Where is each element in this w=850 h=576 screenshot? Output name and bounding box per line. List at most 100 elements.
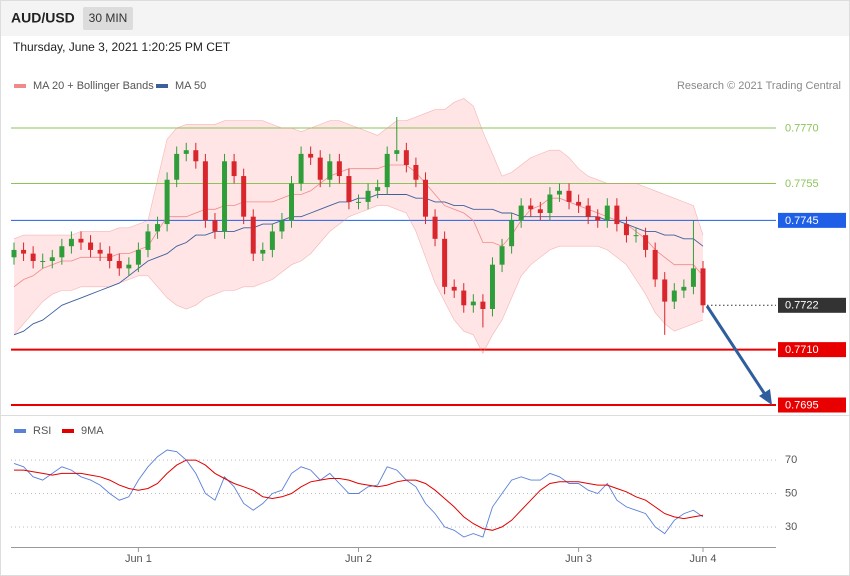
candle-body bbox=[394, 150, 400, 154]
candle-body bbox=[30, 253, 36, 261]
legend-label: MA 20 + Bollinger Bands bbox=[33, 80, 154, 92]
candle-body bbox=[480, 301, 486, 309]
legend-label: MA 50 bbox=[175, 80, 206, 92]
rsi-line bbox=[14, 459, 704, 531]
level-label: 0.7755 bbox=[785, 178, 819, 190]
candle-body bbox=[422, 179, 428, 217]
candle-body bbox=[384, 153, 390, 188]
candle-body bbox=[662, 279, 668, 302]
bollinger-lower bbox=[13, 205, 704, 354]
candle-body bbox=[298, 153, 304, 184]
candle-body bbox=[604, 205, 610, 221]
legend-swatch bbox=[62, 429, 74, 433]
level-label: 0.7710 bbox=[785, 344, 819, 356]
header-bar bbox=[1, 1, 849, 36]
candle-body bbox=[346, 176, 352, 202]
candle-body bbox=[155, 224, 161, 232]
timeframe-box[interactable] bbox=[83, 7, 133, 30]
x-tick-label: Jun 2 bbox=[345, 553, 372, 565]
candle-body bbox=[690, 268, 696, 287]
candle-body bbox=[327, 161, 333, 180]
candle-body bbox=[289, 183, 295, 221]
candle-body bbox=[375, 187, 381, 191]
projection-arrow bbox=[705, 305, 768, 397]
candle-body bbox=[11, 249, 17, 258]
candle-body bbox=[585, 205, 591, 217]
candle-body bbox=[126, 264, 132, 269]
candle-body bbox=[528, 205, 534, 210]
candle-body bbox=[183, 150, 189, 154]
candle-body bbox=[518, 205, 524, 221]
level-label: 0.7722 bbox=[785, 300, 819, 312]
candle-body bbox=[135, 249, 141, 265]
candle-body bbox=[499, 246, 505, 265]
timeframe[interactable]: 30 MIN bbox=[89, 11, 128, 25]
candle-body bbox=[202, 161, 208, 221]
candle-body bbox=[49, 257, 55, 261]
timestamp: Thursday, June 3, 2021 1:20:25 PM CET bbox=[13, 40, 231, 54]
legend-swatch bbox=[14, 84, 26, 88]
level-label: 0.7695 bbox=[785, 399, 819, 411]
candle-body bbox=[356, 201, 361, 203]
candle-body bbox=[260, 249, 266, 254]
y-tick-label: 70 bbox=[785, 454, 797, 466]
candle-body bbox=[279, 220, 285, 232]
x-tick-label: Jun 3 bbox=[565, 553, 592, 565]
candle-body bbox=[576, 201, 582, 206]
candle-body bbox=[671, 290, 677, 302]
candle-body bbox=[231, 161, 237, 177]
legend-swatch bbox=[156, 84, 168, 88]
candle-body bbox=[212, 220, 218, 232]
candle-body bbox=[413, 164, 419, 180]
symbol-title: AUD/USD bbox=[11, 10, 75, 26]
candle-body bbox=[107, 253, 113, 261]
candle-body bbox=[461, 290, 467, 306]
candle-body bbox=[269, 231, 275, 250]
y-tick-label: 30 bbox=[785, 521, 797, 533]
candle-body bbox=[633, 235, 639, 237]
candle-body bbox=[365, 190, 371, 202]
candle-body bbox=[681, 286, 687, 291]
candle-body bbox=[489, 264, 495, 309]
candle-body bbox=[614, 205, 620, 225]
plot-layer: 0.7770 0.7755 0.7745 0.7722 0.7710 0.7695 70 50… bbox=[11, 98, 846, 565]
candle-body bbox=[222, 161, 228, 232]
legend-swatch bbox=[14, 429, 26, 433]
x-tick-label: Jun 1 bbox=[125, 553, 152, 565]
candle-body bbox=[88, 242, 94, 250]
level-label: 0.7770 bbox=[785, 122, 819, 134]
candle-body bbox=[451, 286, 457, 291]
candle-body bbox=[566, 190, 572, 202]
level-label: 0.7745 bbox=[785, 215, 819, 227]
candle-body bbox=[164, 179, 170, 225]
candle-body bbox=[40, 260, 46, 262]
x-tick-label: Jun 4 bbox=[690, 553, 717, 565]
candle-body bbox=[241, 176, 247, 217]
candle-body bbox=[403, 150, 409, 165]
candle-body bbox=[193, 150, 199, 162]
candle-body bbox=[250, 216, 256, 254]
bollinger-upper bbox=[13, 98, 704, 240]
level-label-box bbox=[778, 397, 846, 413]
legend-label: 9MA bbox=[81, 425, 104, 437]
bollinger-fill bbox=[14, 98, 703, 354]
candle-body bbox=[623, 224, 629, 236]
source: Research © 2021 Trading Central bbox=[677, 80, 841, 92]
candle-body bbox=[308, 153, 314, 158]
candle-body bbox=[547, 194, 553, 213]
candle-body bbox=[317, 157, 323, 180]
candle-body bbox=[97, 249, 103, 254]
candle-body bbox=[537, 209, 543, 213]
candle-body bbox=[59, 246, 65, 258]
level-label-box bbox=[778, 212, 846, 228]
candle-body bbox=[432, 216, 438, 239]
candle-body bbox=[652, 249, 658, 280]
candle-body bbox=[174, 153, 180, 180]
candle-body bbox=[145, 231, 151, 250]
candle-body bbox=[78, 238, 84, 243]
candle-body bbox=[116, 260, 122, 269]
candle-body bbox=[68, 238, 74, 247]
